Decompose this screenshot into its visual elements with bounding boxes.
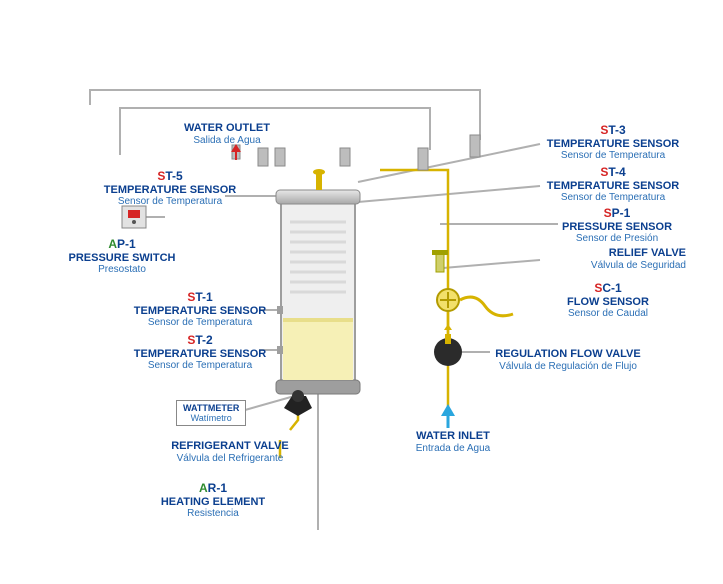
sp1-label: SP-1 PRESSURE SENSOR Sensor de Presión bbox=[552, 207, 682, 245]
water-outlet-label: WATER OUTLET Salida de Agua bbox=[172, 122, 282, 146]
sc1-label: SC-1 FLOW SENSOR Sensor de Caudal bbox=[548, 282, 668, 320]
st1-label: ST-1 TEMPERATURE SENSOR Sensor de Temper… bbox=[125, 291, 275, 329]
ap1-label: AP-1 PRESSURE SWITCH Presostato bbox=[62, 238, 182, 276]
ar1-label: AR-1 HEATING ELEMENT Resistencia bbox=[148, 482, 278, 520]
st3-label: ST-3 TEMPERATURE SENSOR Sensor de Temper… bbox=[538, 124, 688, 162]
flow-sensor-icon bbox=[437, 289, 459, 311]
refrigerant-valve-label: REFRIGERANT VALVE Válvula del Refrigeran… bbox=[150, 440, 310, 464]
wattmeter-label: WATTMETER Watímetro bbox=[176, 400, 246, 426]
relief-valve-label: RELIEF VALVE Válvula de Seguridad bbox=[536, 247, 686, 271]
inlet-arrow-icon bbox=[441, 404, 455, 428]
regulation-valve-label: REGULATION FLOW VALVE Válvula de Regulac… bbox=[468, 348, 668, 372]
water-inlet-label: WATER INLET Entrada de Agua bbox=[398, 430, 508, 454]
pressure-switch-icon bbox=[122, 206, 146, 228]
st5-label: ST-5 TEMPERATURE SENSOR Sensor de Temper… bbox=[95, 170, 245, 208]
tank-vessel bbox=[276, 169, 360, 394]
st4-label: ST-4 TEMPERATURE SENSOR Sensor de Temper… bbox=[538, 166, 688, 204]
st2-label: ST-2 TEMPERATURE SENSOR Sensor de Temper… bbox=[125, 334, 275, 372]
